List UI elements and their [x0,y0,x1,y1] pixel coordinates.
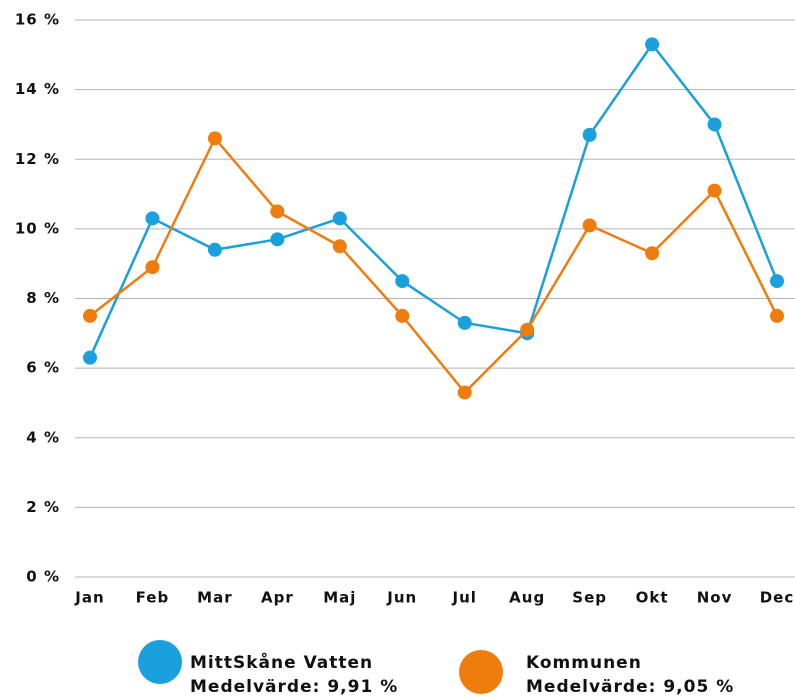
y-tick-label: 12 % [15,150,60,168]
x-tick-label: Okt [636,589,669,607]
x-tick-label: Maj [323,589,356,607]
y-tick-label: 14 % [15,80,60,98]
data-point [395,274,410,289]
data-point [207,131,222,146]
data-point [332,239,347,254]
y-tick-label: 6 % [26,359,60,377]
x-tick-label: Jul [452,589,477,607]
legend-swatch [138,640,182,684]
x-tick-label: Sep [572,589,607,607]
y-tick-label: 4 % [26,428,60,446]
data-point [520,322,535,337]
data-point [770,274,784,289]
x-tick-label: Feb [136,589,170,607]
data-point [582,127,597,142]
x-tick-label: Nov [697,589,733,607]
legend-swatch [459,650,503,694]
data-point [582,218,597,233]
x-tick-label: Aug [509,589,545,607]
x-tick-label: Dec [760,589,795,607]
legend-label: MittSkåne Vatten [190,651,373,673]
x-tick-label: Jun [386,589,417,607]
legend-note: Medelvärde: 9,91 % [190,677,398,697]
data-point [145,211,160,226]
y-tick-label: 10 % [15,219,60,237]
data-point [645,37,660,52]
x-tick-label: Mar [197,589,232,607]
data-point [332,211,347,226]
data-point [457,385,472,400]
series-line [89,136,779,395]
data-point [770,308,784,323]
y-tick-label: 8 % [26,289,60,307]
x-tick-label: Jan [74,589,104,607]
data-point [270,204,285,219]
data-point [395,308,410,323]
data-point [457,315,472,330]
data-point [83,308,97,323]
y-tick-label: 2 % [26,498,60,516]
y-tick-label: 16 % [15,11,60,29]
data-point [207,242,222,257]
data-point [645,246,660,261]
data-point [707,183,722,198]
x-tick-label: Apr [261,589,294,607]
data-point [145,260,160,275]
data-point [270,232,285,247]
legend-note: Medelvärde: 9,05 % [526,677,734,697]
data-point [83,350,97,365]
series-line [88,42,779,359]
legend-label: Kommunen [526,653,642,673]
data-point [707,117,722,132]
y-tick-label: 0 % [26,568,60,586]
